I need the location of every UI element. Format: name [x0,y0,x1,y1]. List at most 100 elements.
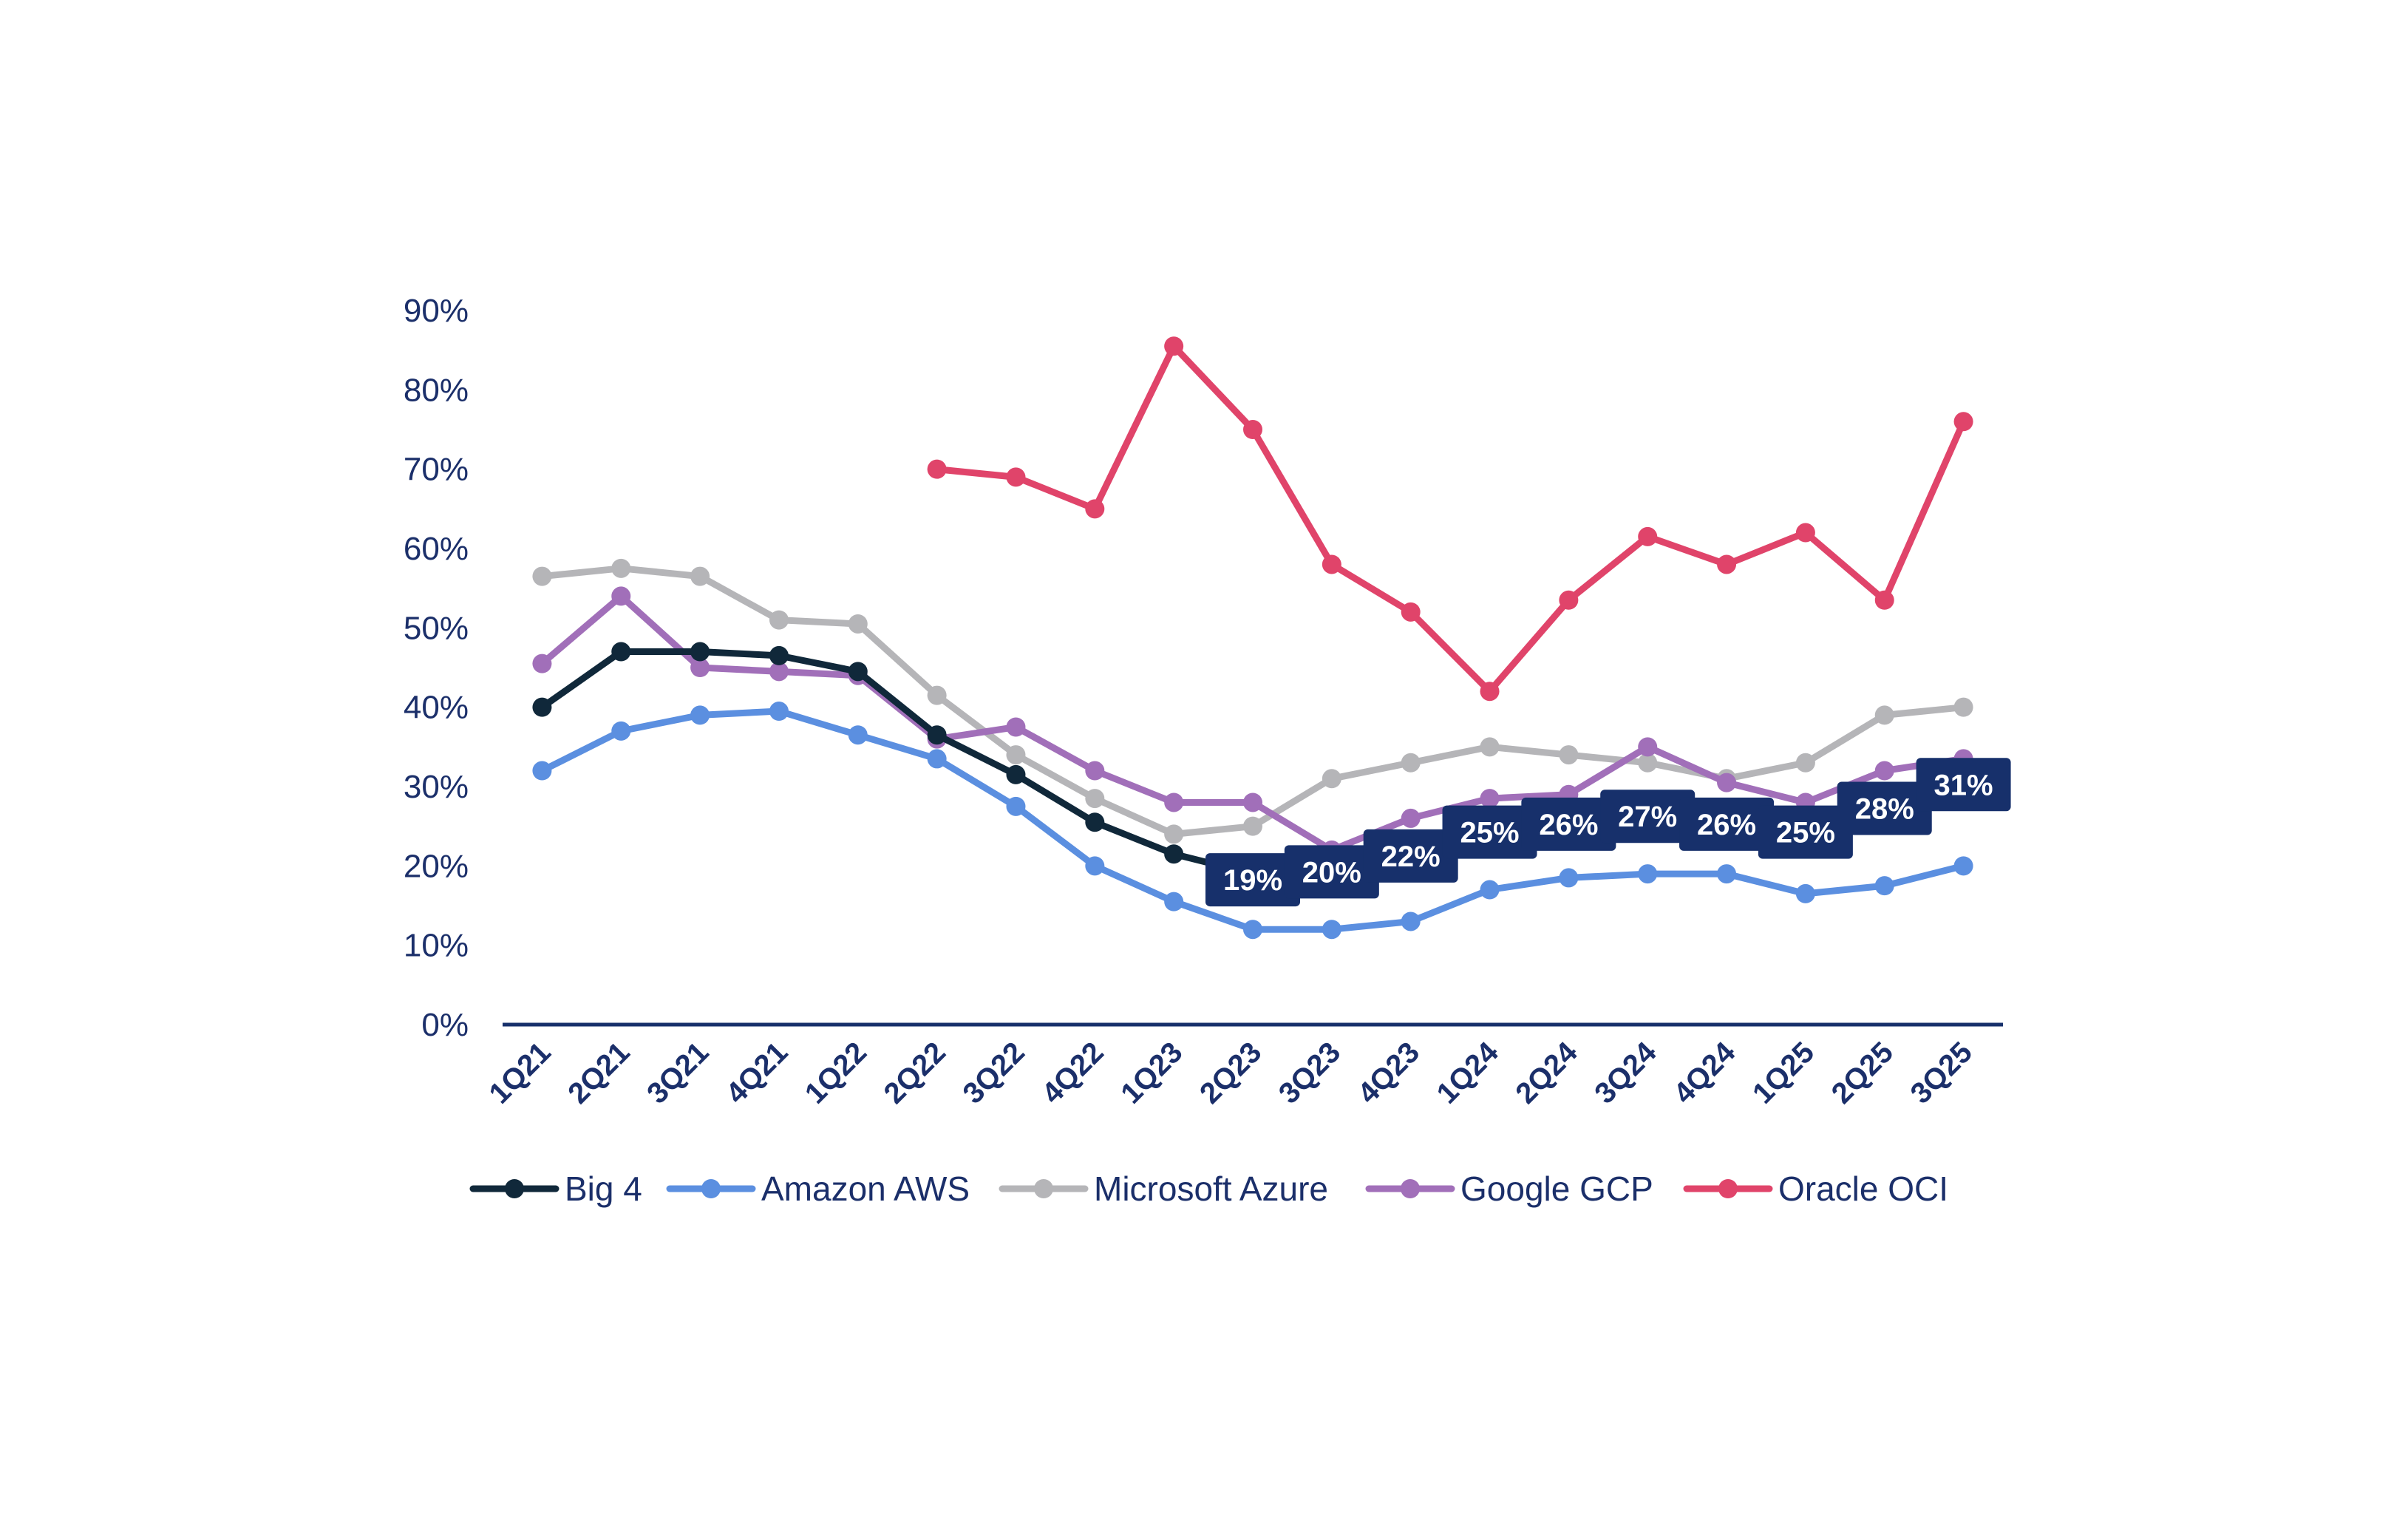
data-label-text: 26% [1697,809,1756,841]
point-oracle-oci-3q22 [1006,467,1026,487]
legend-swatch-marker [701,1179,721,1198]
y-tick-label-70: 70% [404,452,469,488]
data-label-text: 25% [1776,817,1835,849]
point-oracle-oci-3q25 [1953,412,1973,432]
x-tick-label-2q24: 2Q24 [1509,1036,1584,1110]
point-microsoft-azure-1q23 [1164,824,1184,844]
y-tick-label-60: 60% [404,531,469,567]
y-tick-label-20: 20% [404,848,469,884]
x-tick-label-3q22: 3Q22 [957,1036,1031,1110]
data-label-text: 27% [1618,801,1677,833]
legend-label: Amazon AWS [761,1170,970,1208]
data-label-box [1363,829,1458,883]
point-microsoft-azure-3q25 [1953,697,1973,717]
data-label-1q24: 25% [1442,805,1537,859]
point-oracle-oci-1q24 [1480,682,1500,702]
x-tick-label-4q21: 4Q21 [720,1036,794,1110]
x-tick-label-3q23: 3Q23 [1273,1036,1347,1110]
x-tick-label-4q23: 4Q23 [1352,1036,1426,1110]
point-oracle-oci-4q23 [1401,602,1421,622]
legend-item-microsoft-azure: Microsoft Azure [999,1170,1328,1208]
point-amazon-aws-4q24 [1717,864,1737,884]
point-microsoft-azure-1q22 [848,614,868,634]
data-label-4q23: 22% [1363,829,1458,883]
point-google-gcp-2q23 [1243,792,1262,812]
point-big-4-4q22 [1085,812,1105,832]
data-label-box [1916,758,2011,812]
data-label-1q25: 25% [1758,805,1853,859]
point-amazon-aws-2q21 [611,721,631,741]
data-label-3q25: 31% [1916,758,2011,812]
data-label-2q23: 19% [1205,853,1300,907]
point-amazon-aws-1q23 [1164,892,1184,912]
point-big-4-2q22 [927,725,947,745]
x-tick-label-1q23: 1Q23 [1115,1036,1188,1110]
data-label-box [1837,781,1932,835]
point-big-4-1q21 [532,697,552,717]
point-amazon-aws-3q25 [1953,856,1973,876]
x-tick-label-2q21: 2Q21 [562,1036,636,1110]
point-amazon-aws-2q25 [1874,876,1894,896]
point-amazon-aws-1q21 [532,761,552,781]
data-label-2q25: 28% [1837,781,1932,835]
legend-label: Microsoft Azure [1094,1170,1328,1208]
point-big-4-3q22 [1006,764,1026,784]
point-amazon-aws-3q21 [690,705,710,725]
point-google-gcp-3q24 [1638,737,1658,757]
point-amazon-aws-2q23 [1243,920,1262,940]
point-microsoft-azure-3q23 [1322,769,1341,789]
point-google-gcp-1q24 [1480,789,1500,809]
point-oracle-oci-3q24 [1638,526,1658,546]
data-label-box [1679,797,1775,851]
data-label-box [1284,845,1379,899]
legend-swatch-marker [1034,1179,1053,1198]
data-label-4q24: 26% [1679,797,1775,851]
point-oracle-oci-1q23 [1164,336,1184,356]
legend-label: Oracle OCI [1778,1170,1948,1208]
point-microsoft-azure-1q24 [1480,737,1500,757]
point-google-gcp-4q22 [1085,761,1105,781]
x-tick-label-1q22: 1Q22 [799,1036,873,1110]
point-oracle-oci-4q22 [1085,499,1105,519]
y-tick-label-0: 0% [421,1007,469,1043]
data-label-3q23: 20% [1284,845,1379,899]
point-google-gcp-2q25 [1874,761,1894,781]
point-google-gcp-3q21 [690,658,710,677]
point-big-4-1q23 [1164,844,1184,864]
point-amazon-aws-1q24 [1480,880,1500,900]
point-oracle-oci-3q23 [1322,554,1341,574]
y-tick-label-30: 30% [404,769,469,805]
point-google-gcp-4q24 [1717,773,1737,792]
x-tick-label-1q24: 1Q24 [1431,1036,1506,1110]
data-label-text: 22% [1381,841,1441,873]
point-google-gcp-3q22 [1006,717,1026,737]
point-amazon-aws-3q22 [1006,796,1026,816]
legend-item-amazon-aws: Amazon AWS [666,1170,970,1208]
point-oracle-oci-2q23 [1243,420,1262,439]
series-line-oracle-oci [933,342,1967,695]
point-google-gcp-1q23 [1164,792,1184,812]
x-tick-label-2q22: 2Q22 [878,1036,952,1110]
point-big-4-1q22 [848,662,868,682]
point-amazon-aws-3q24 [1638,864,1658,884]
point-amazon-aws-4q23 [1401,912,1421,931]
series-oracle-oci [927,336,1973,702]
x-tick-label-2q25: 2Q25 [1826,1036,1899,1110]
point-big-4-3q21 [690,642,710,662]
x-tick-label-3q25: 3Q25 [1905,1036,1979,1110]
legend-swatch-marker [1401,1179,1420,1198]
point-google-gcp-4q23 [1401,808,1421,828]
y-tick-label-80: 80% [404,372,469,408]
x-tick-label-2q23: 2Q23 [1194,1036,1268,1110]
point-amazon-aws-4q22 [1085,856,1105,876]
point-amazon-aws-1q22 [848,725,868,745]
data-label-2q24: 26% [1521,797,1616,851]
point-microsoft-azure-1q21 [532,566,552,586]
y-tick-label-90: 90% [404,293,469,329]
point-amazon-aws-3q23 [1322,920,1341,940]
point-microsoft-azure-3q21 [690,566,710,586]
data-label-box [1758,805,1853,859]
legend-swatch-marker [1718,1179,1738,1198]
x-axis-tick-labels: 1Q21 2Q21 3Q21 4Q21 1Q22 2Q22 3Q22 4Q22 1Q23 2Q23… [483,1036,1978,1110]
